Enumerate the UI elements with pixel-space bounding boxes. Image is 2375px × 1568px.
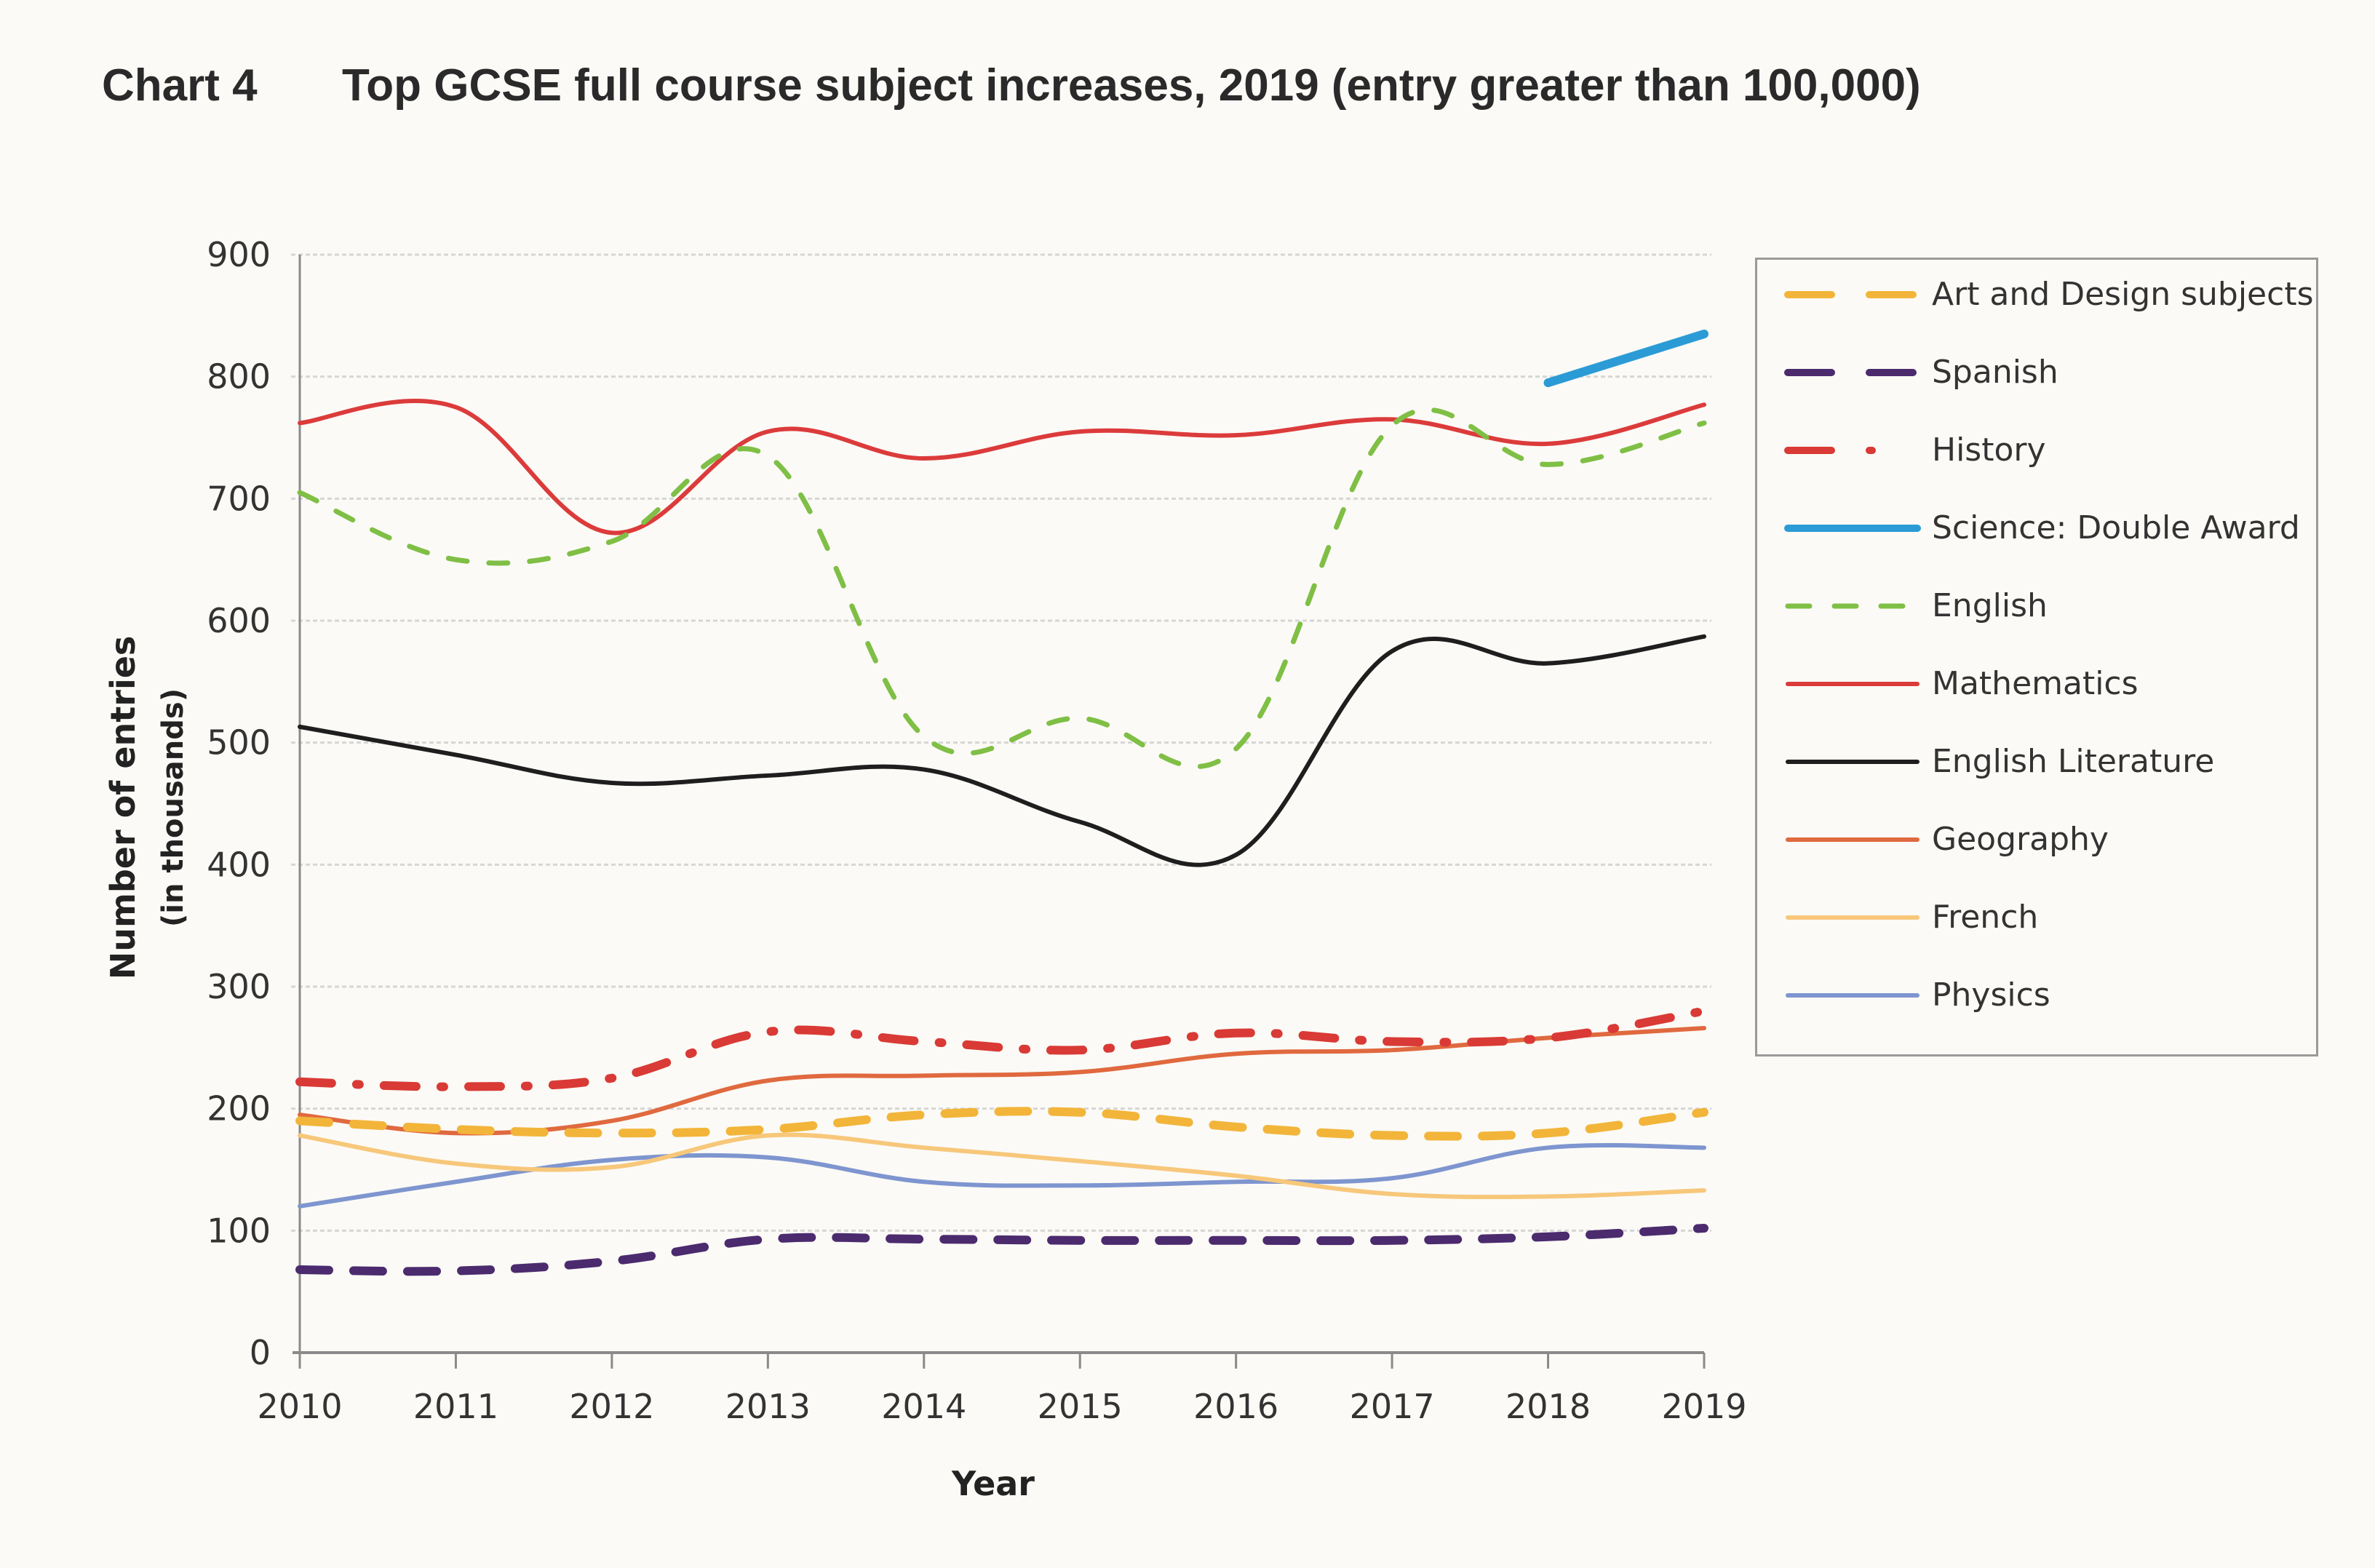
legend-item: Spanish xyxy=(1757,351,2316,394)
legend-label: Physics xyxy=(1932,976,2050,1014)
x-tick-label: 2010 xyxy=(257,1387,342,1426)
y-axis-title: Number of entries xyxy=(103,636,143,980)
y-tick-label: 400 xyxy=(207,845,271,884)
legend-item: Geography xyxy=(1757,818,2316,861)
series-line-french xyxy=(298,1132,1706,1200)
legend-swatch xyxy=(1786,915,1920,920)
axes xyxy=(293,255,1706,1369)
series-line-art-and-design-subjects xyxy=(295,1107,1708,1141)
y-tick-label: 100 xyxy=(207,1211,271,1250)
x-tick-label: 2013 xyxy=(725,1387,811,1426)
legend-item: French xyxy=(1757,896,2316,939)
series-line-english xyxy=(297,407,1707,769)
legend-label: Art and Design subjects xyxy=(1932,276,2314,313)
gridlines xyxy=(291,253,1711,1232)
y-tick-label: 800 xyxy=(207,357,271,397)
legend-swatch xyxy=(1784,369,1921,376)
series-group xyxy=(295,329,1708,1276)
legend-item: Physics xyxy=(1757,974,2316,1017)
x-tick-label: 2011 xyxy=(413,1387,498,1426)
legend-item: Mathematics xyxy=(1757,662,2316,706)
chart-title-text: Top GCSE full course subject increases, … xyxy=(342,60,1921,111)
legend-label: History xyxy=(1932,431,2046,469)
series-line-science-double-award xyxy=(1543,329,1708,388)
y-axis-subtitle: (in thousands) xyxy=(156,688,190,927)
y-tick-label: 700 xyxy=(207,479,271,518)
legend-item: Science: Double Award xyxy=(1757,506,2316,550)
tick-labels: 0 100 200 300 400 500 600 700 800 900 2010 2011 2012… xyxy=(207,235,1746,1426)
legend-swatch xyxy=(1785,603,1920,609)
legend-swatch xyxy=(1784,525,1921,532)
legend-item: Art and Design subjects xyxy=(1757,273,2316,317)
series-line-english-literature xyxy=(298,634,1706,867)
y-tick-label: 300 xyxy=(207,967,271,1006)
y-tick-label: 200 xyxy=(207,1089,271,1129)
x-tick-label: 2016 xyxy=(1193,1387,1278,1426)
legend-item: English xyxy=(1757,584,2316,628)
legend-swatch xyxy=(1784,291,1921,298)
chart-title: Chart 4 Top GCSE full course subject incr… xyxy=(102,60,1921,111)
legend: Art and Design subjects Spanish History Sci… xyxy=(1755,258,2318,1056)
y-tick-label: 0 xyxy=(250,1333,271,1372)
legend-swatch xyxy=(1784,447,1921,454)
legend-label: Science: Double Award xyxy=(1932,509,2300,546)
legend-item: English Literature xyxy=(1757,740,2316,784)
y-tick-label: 600 xyxy=(207,601,271,640)
x-tick-label: 2019 xyxy=(1661,1387,1746,1426)
legend-swatch xyxy=(1786,837,1920,842)
series-line-spanish xyxy=(295,1223,1708,1276)
x-axis-title: Year xyxy=(951,1464,1035,1503)
x-tick-label: 2015 xyxy=(1038,1387,1123,1426)
x-tick-label: 2014 xyxy=(881,1387,966,1426)
x-tick-label: 2018 xyxy=(1505,1387,1591,1426)
series-line-mathematics xyxy=(298,398,1706,536)
y-tick-label: 500 xyxy=(207,723,271,763)
x-tick-label: 2017 xyxy=(1350,1387,1435,1426)
legend-label: Geography xyxy=(1932,821,2109,858)
legend-swatch xyxy=(1786,760,1920,764)
legend-swatch xyxy=(1786,993,1920,998)
y-tick-label: 900 xyxy=(207,235,271,274)
series-line-history xyxy=(295,1006,1708,1091)
x-tick-label: 2012 xyxy=(569,1387,654,1426)
legend-label: Spanish xyxy=(1932,354,2058,391)
legend-swatch xyxy=(1786,682,1920,686)
legend-label: Mathematics xyxy=(1932,665,2139,702)
legend-label: French xyxy=(1932,899,2039,936)
chart-number: Chart 4 xyxy=(102,60,258,111)
legend-label: English xyxy=(1932,587,2048,624)
legend-item: History xyxy=(1757,429,2316,472)
legend-label: English Literature xyxy=(1932,743,2215,780)
